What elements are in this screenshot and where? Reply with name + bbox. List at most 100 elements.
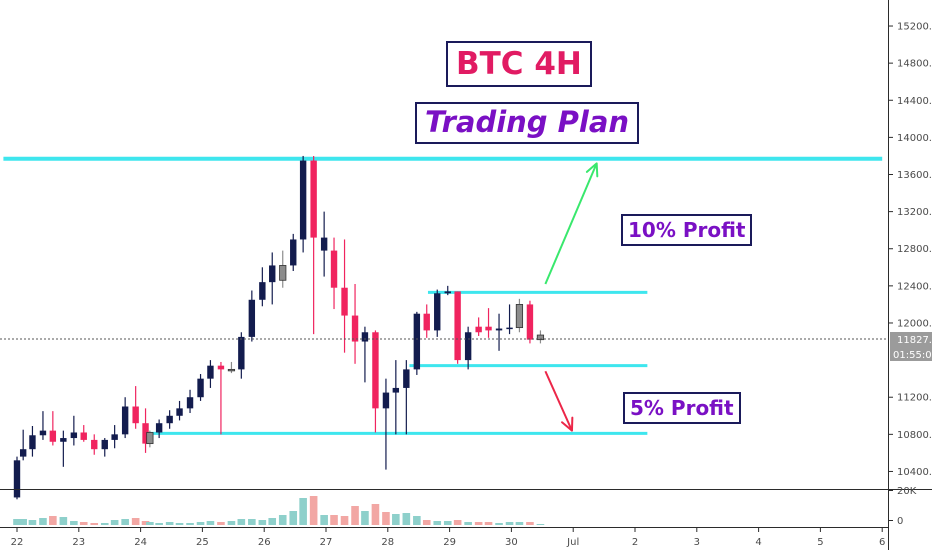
volume-bar-47 — [484, 522, 493, 525]
price-axis[interactable]: 15200.0 14800.0 14400.0 14000.0 13600.0 13200… — [888, 22, 932, 478]
volume-bar-21 — [217, 522, 225, 525]
time-axis[interactable]: 22 23 24 25 26 27 28 29 30 Jul 2 3 4 5 6 — [11, 528, 886, 548]
countdown-value: 01:55:09 — [893, 350, 932, 361]
volume-bar-8 — [90, 523, 99, 525]
volume-bar-16 — [165, 522, 174, 525]
volume-bar-37 — [382, 512, 390, 525]
level-lines-layer — [3, 156, 883, 435]
target-up-arrow-shaft — [544, 162, 598, 285]
volume-bar-51 — [526, 522, 534, 525]
time-tick-label: 30 — [505, 537, 518, 548]
volume-bar-32 — [330, 515, 338, 525]
time-tick-label: 6 — [879, 537, 885, 548]
candle-body-51 — [526, 304, 534, 340]
volume-bar-5 — [59, 517, 68, 525]
time-tick-label: 26 — [258, 537, 271, 548]
candle-body-52 — [536, 334, 545, 341]
volume-bar-41 — [422, 520, 431, 525]
candle-body-36 — [372, 332, 379, 409]
volume-bar-19 — [196, 522, 205, 525]
candle-body-22 — [227, 368, 236, 372]
candle-body-14 — [146, 432, 154, 445]
volume-bar-27 — [278, 515, 287, 525]
volume-bar-0 — [13, 519, 21, 525]
volume-bar-42 — [433, 521, 442, 525]
countdown-label: 01:55:09 — [890, 347, 932, 361]
volume-tick-label: 0 — [897, 516, 903, 527]
volume-bar-49 — [505, 522, 514, 525]
time-tick-label: 5 — [817, 537, 823, 548]
price-tick-label: 11200.0 — [897, 393, 932, 404]
candle-body-20 — [207, 365, 214, 379]
candle-body-13 — [142, 423, 149, 444]
price-tick-label: 12000.0 — [897, 318, 932, 329]
volume-bar-38 — [392, 514, 400, 525]
volume-bar-40 — [413, 516, 421, 525]
candle-body-24 — [248, 299, 256, 337]
candle-body-18 — [186, 397, 194, 409]
target-down-arrow-shaft — [544, 370, 573, 432]
volume-bar-50 — [515, 522, 524, 525]
volume-bar-24 — [248, 519, 256, 525]
chart-subtitle: Trading Plan — [415, 102, 640, 144]
candle-body-33 — [341, 287, 348, 316]
volume-bar-46 — [474, 522, 483, 525]
volume-bar-10 — [110, 520, 119, 525]
price-tick-label: 15200.0 — [897, 22, 932, 33]
candle-body-46 — [475, 326, 482, 333]
candle-body-44 — [454, 291, 461, 361]
candle-body-27 — [279, 265, 287, 281]
candle-body-5 — [60, 438, 67, 442]
price-tick-label: 10800.0 — [897, 430, 932, 441]
arrows-layer — [544, 162, 599, 432]
volume-bar-4 — [49, 516, 57, 525]
target-down-arrow-head — [561, 416, 574, 432]
price-tick-label: 14000.0 — [897, 133, 932, 144]
candle-body-19 — [197, 378, 204, 398]
volume-bar-18 — [186, 523, 194, 525]
price-tick-label: 14400.0 — [897, 96, 932, 107]
time-tick-label: 3 — [694, 537, 700, 548]
candle-body-43 — [444, 291, 451, 294]
candle-body-15 — [155, 423, 163, 433]
chart-title: BTC 4H — [446, 41, 592, 87]
candle-body-30 — [310, 160, 317, 238]
target-up-arrow-head — [585, 162, 599, 178]
candle-body-42 — [434, 293, 441, 331]
candle-body-25 — [259, 282, 266, 300]
volume-bar-28 — [289, 511, 298, 525]
volume-bar-22 — [227, 521, 236, 525]
volume-bar-39 — [402, 513, 411, 525]
candle-body-23 — [238, 336, 245, 370]
candle-body-21 — [217, 365, 225, 370]
price-tick-label: 13200.0 — [897, 207, 932, 218]
candle-body-39 — [403, 369, 410, 388]
time-tick-label: 29 — [443, 537, 456, 548]
volume-bar-15 — [155, 523, 163, 525]
volume-bar-45 — [464, 522, 472, 525]
candles-layer — [13, 160, 545, 498]
volume-axis: 20K 0 — [888, 486, 917, 527]
candle-body-32 — [330, 250, 338, 288]
volume-bar-9 — [100, 523, 109, 525]
candle-body-17 — [176, 408, 183, 416]
candle-body-45 — [464, 332, 472, 361]
candle-body-7 — [80, 432, 87, 440]
candle-body-0 — [13, 460, 21, 498]
volume-bar-29 — [299, 498, 307, 525]
volume-bar-25 — [258, 520, 267, 525]
volume-bar-3 — [39, 518, 47, 525]
volume-bar-7 — [79, 522, 88, 525]
volume-bar-23 — [237, 519, 246, 525]
candle-body-40 — [413, 313, 421, 370]
volume-bar-35 — [361, 511, 369, 525]
candle-body-2 — [29, 435, 36, 450]
time-tick-label: 27 — [320, 537, 333, 548]
time-tick-label: 2 — [632, 537, 638, 548]
volume-bar-6 — [70, 521, 78, 525]
time-tick-label: 25 — [196, 537, 209, 548]
candle-body-41 — [423, 313, 430, 331]
volume-bar-17 — [175, 523, 184, 525]
volume-bar-13 — [141, 521, 150, 525]
